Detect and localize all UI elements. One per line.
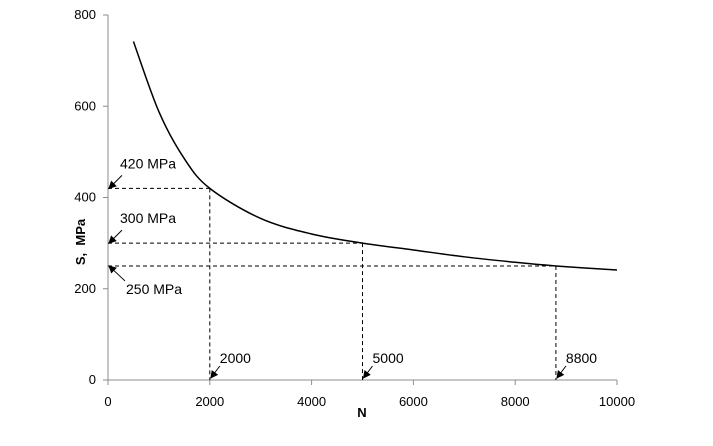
cycles-annotation-label: 2000 — [220, 350, 251, 366]
annotation-arrow — [362, 365, 373, 379]
x-tick-label: 6000 — [399, 394, 428, 409]
annotation-arrow — [108, 229, 123, 244]
y-tick-label: 0 — [89, 372, 96, 387]
series-group — [132, 41, 618, 271]
x-axis-ticks: 0 2000 4000 6000 8000 10000 — [104, 380, 635, 409]
annotation-arrow — [108, 265, 126, 282]
x-tick-label: 0 — [104, 394, 111, 409]
cycles-annotation-label: 5000 — [373, 350, 404, 366]
reference-dashed-lines — [108, 187, 557, 380]
x-tick-label: 2000 — [195, 394, 224, 409]
x-axis-title: N — [357, 405, 366, 420]
annotation-arrow — [210, 365, 221, 379]
x-tick-label: 4000 — [297, 394, 326, 409]
y-tick-label: 600 — [74, 98, 96, 113]
stress-annotation-label: 300 MPa — [120, 210, 176, 226]
annotation-arrow — [556, 365, 567, 379]
y-axis-title: S, MPa — [73, 218, 88, 265]
y-tick-label: 400 — [74, 190, 96, 205]
stress-annotation-label: 420 MPa — [120, 155, 176, 171]
y-axis-ticks: 0 200 400 600 800 — [74, 7, 108, 387]
cycles-annotation-label: 8800 — [566, 350, 597, 366]
x-tick-label: 10000 — [599, 394, 635, 409]
y-tick-label: 200 — [74, 281, 96, 296]
y-tick-label: 800 — [74, 7, 96, 22]
x-tick-label: 8000 — [501, 394, 530, 409]
annotations-group: 420 MPa 300 MPa 250 MPa 2000 5000 8800 — [108, 155, 597, 379]
stress-annotation-label: 250 MPa — [126, 281, 182, 297]
sn-curve-line — [132, 41, 618, 271]
annotation-arrow — [108, 175, 123, 190]
